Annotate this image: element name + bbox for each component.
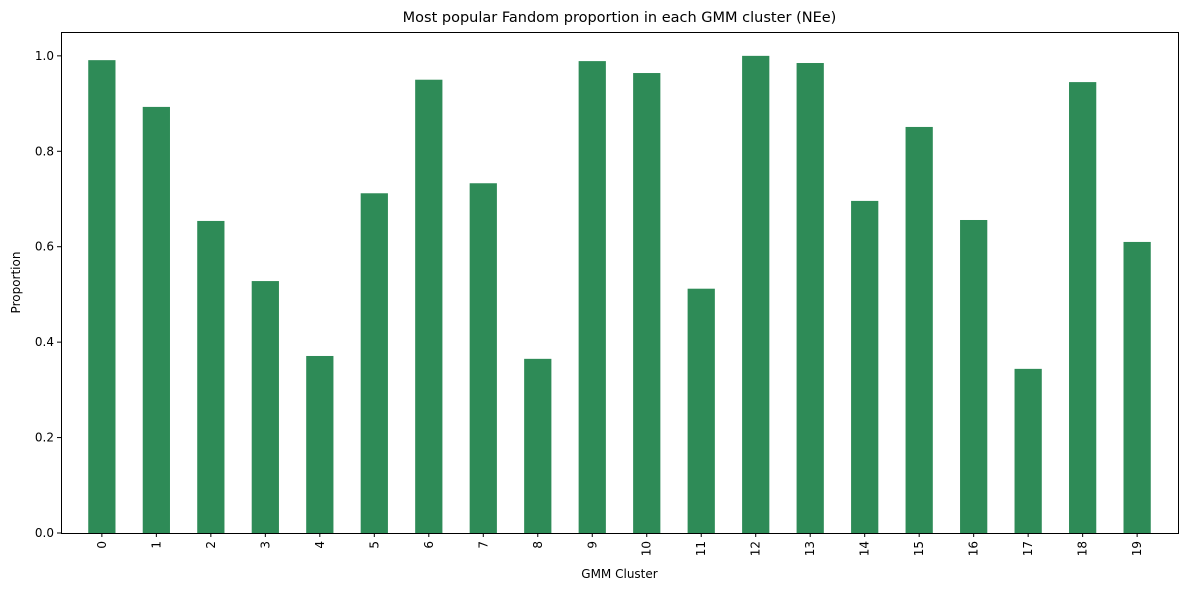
y-tick-label: 0.8 xyxy=(35,144,54,158)
bar-cluster-17 xyxy=(1014,368,1042,533)
x-tick-label: 12 xyxy=(749,541,763,556)
bar-cluster-14 xyxy=(851,200,879,533)
x-tick-label: 9 xyxy=(585,541,599,549)
bar-cluster-12 xyxy=(742,55,770,533)
x-tick-label: 6 xyxy=(422,541,436,549)
bar-cluster-3 xyxy=(251,281,279,533)
x-tick-label: 2 xyxy=(204,541,218,549)
bar-cluster-10 xyxy=(633,73,661,533)
x-tick-label: 16 xyxy=(967,541,981,556)
bar-cluster-9 xyxy=(578,61,606,533)
bar-cluster-13 xyxy=(796,63,824,534)
x-tick-label: 13 xyxy=(803,541,817,556)
bar-cluster-7 xyxy=(469,183,497,534)
bar-series xyxy=(88,55,1151,534)
bar-cluster-19 xyxy=(1123,241,1151,533)
x-tick-label: 7 xyxy=(476,541,490,549)
bar-cluster-5 xyxy=(360,193,388,533)
x-tick-label: 17 xyxy=(1021,541,1035,556)
y-tick-label: 0.4 xyxy=(35,335,54,349)
x-tick-label: 4 xyxy=(313,541,327,549)
bar-cluster-1 xyxy=(142,106,170,533)
x-tick-label: 1 xyxy=(149,541,163,549)
bar-cluster-11 xyxy=(687,288,715,533)
x-tick-label: 14 xyxy=(858,541,872,556)
y-tick-label: 0.6 xyxy=(35,240,54,254)
bar-cluster-4 xyxy=(306,355,334,533)
x-tick-label: 10 xyxy=(640,541,654,556)
y-axis: 0.0 0.2 0.4 0.6 0.8 1.0 xyxy=(35,49,61,540)
x-tick-label: 18 xyxy=(1076,541,1090,556)
y-tick-label: 0.2 xyxy=(35,431,54,445)
x-tick-label: 3 xyxy=(258,541,272,549)
x-axis-label: GMM Cluster xyxy=(581,567,657,581)
x-tick-label: 0 xyxy=(95,541,109,549)
x-tick-label: 15 xyxy=(912,541,926,556)
bar-cluster-8 xyxy=(524,358,552,533)
bar-cluster-15 xyxy=(905,126,933,534)
bar-cluster-6 xyxy=(415,79,443,533)
x-axis: 0 1 2 3 4 5 6 7 8 9 10 11 12 13 14 15 16 17 18 19 xyxy=(95,533,1144,556)
bar-cluster-16 xyxy=(960,219,988,533)
x-tick-label: 5 xyxy=(367,541,381,549)
x-tick-label: 19 xyxy=(1130,541,1144,556)
bar-cluster-2 xyxy=(197,220,225,533)
bar-cluster-0 xyxy=(88,60,116,533)
chart-title: Most popular Fandom proportion in each G… xyxy=(403,10,837,26)
y-axis-label: Proportion xyxy=(9,252,23,314)
y-tick-label: 0.0 xyxy=(35,526,54,540)
bar-cluster-18 xyxy=(1069,82,1097,533)
plot-frame xyxy=(61,32,1179,534)
x-tick-label: 8 xyxy=(531,541,545,549)
x-tick-label: 11 xyxy=(694,541,708,556)
y-tick-label: 1.0 xyxy=(35,49,54,63)
